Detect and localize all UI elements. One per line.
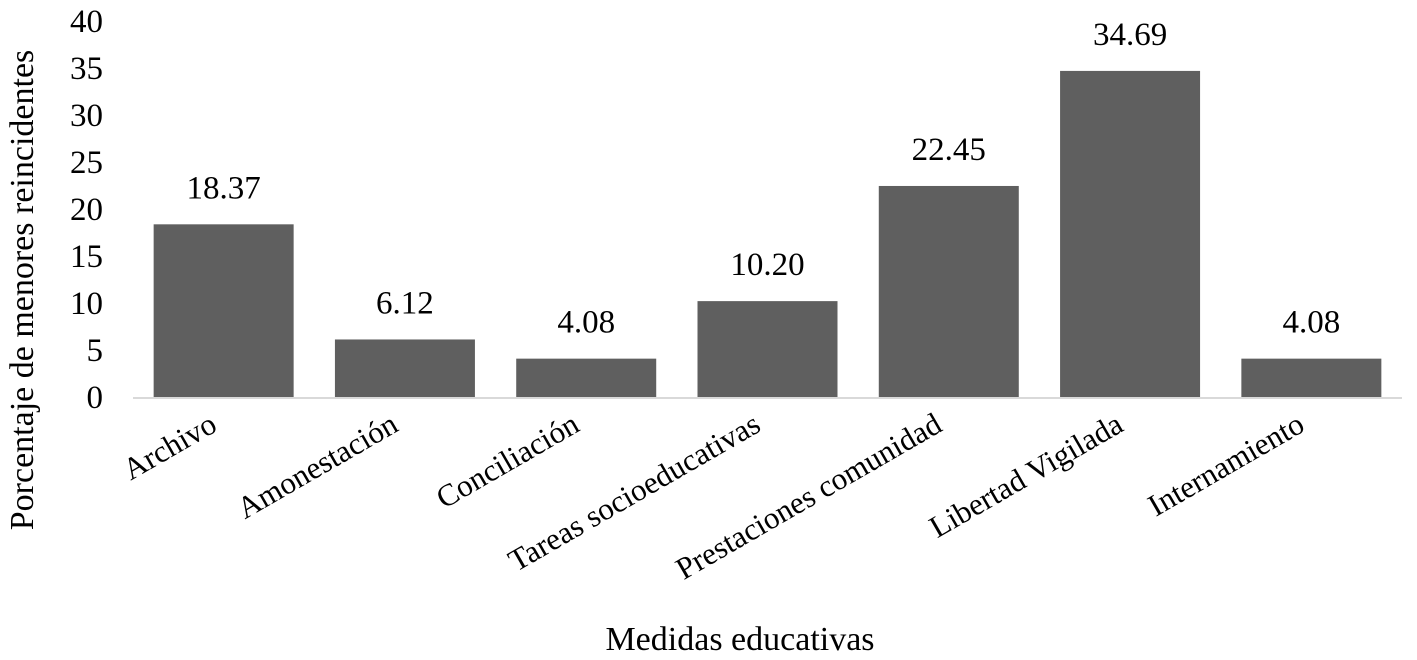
bar <box>1241 358 1382 397</box>
y-tick-label: 20 <box>70 192 103 228</box>
y-axis-title: Porcentaje de menores reincidentes <box>4 50 41 531</box>
y-tick-label: 25 <box>70 145 103 181</box>
data-label: 10.20 <box>730 247 804 283</box>
bar <box>697 301 838 397</box>
y-tick-label: 5 <box>87 333 104 369</box>
bar <box>1060 70 1201 397</box>
y-tick-label: 30 <box>70 98 103 134</box>
data-label: 4.08 <box>557 305 615 341</box>
x-axis-title: Medidas educativas <box>605 621 874 658</box>
bar <box>516 358 657 397</box>
y-tick-label: 0 <box>87 380 104 416</box>
data-labels: 18.37 6.12 4.08 10.20 22.45 34.69 4.08 <box>187 17 1341 341</box>
category-label: Internamiento <box>1142 406 1310 523</box>
data-label: 6.12 <box>376 285 434 321</box>
data-label: 18.37 <box>187 170 261 206</box>
bar <box>878 185 1019 397</box>
y-tick-label: 35 <box>70 51 103 87</box>
y-tick-label: 10 <box>70 286 103 322</box>
data-label: 4.08 <box>1282 305 1340 341</box>
bars <box>153 70 1382 397</box>
category-label: Libertad Vigilada <box>923 406 1129 545</box>
y-axis-ticks: 0 5 10 15 20 25 30 35 40 <box>70 4 103 416</box>
data-label: 22.45 <box>912 132 986 168</box>
y-tick-label: 15 <box>70 239 103 275</box>
category-label: Conciliación <box>430 406 585 516</box>
category-label: Amonestación <box>231 406 404 526</box>
category-label: Archivo <box>117 406 222 487</box>
bar <box>334 339 475 397</box>
data-label: 34.69 <box>1093 17 1167 53</box>
y-tick-label: 40 <box>70 4 103 40</box>
bar <box>153 224 294 397</box>
